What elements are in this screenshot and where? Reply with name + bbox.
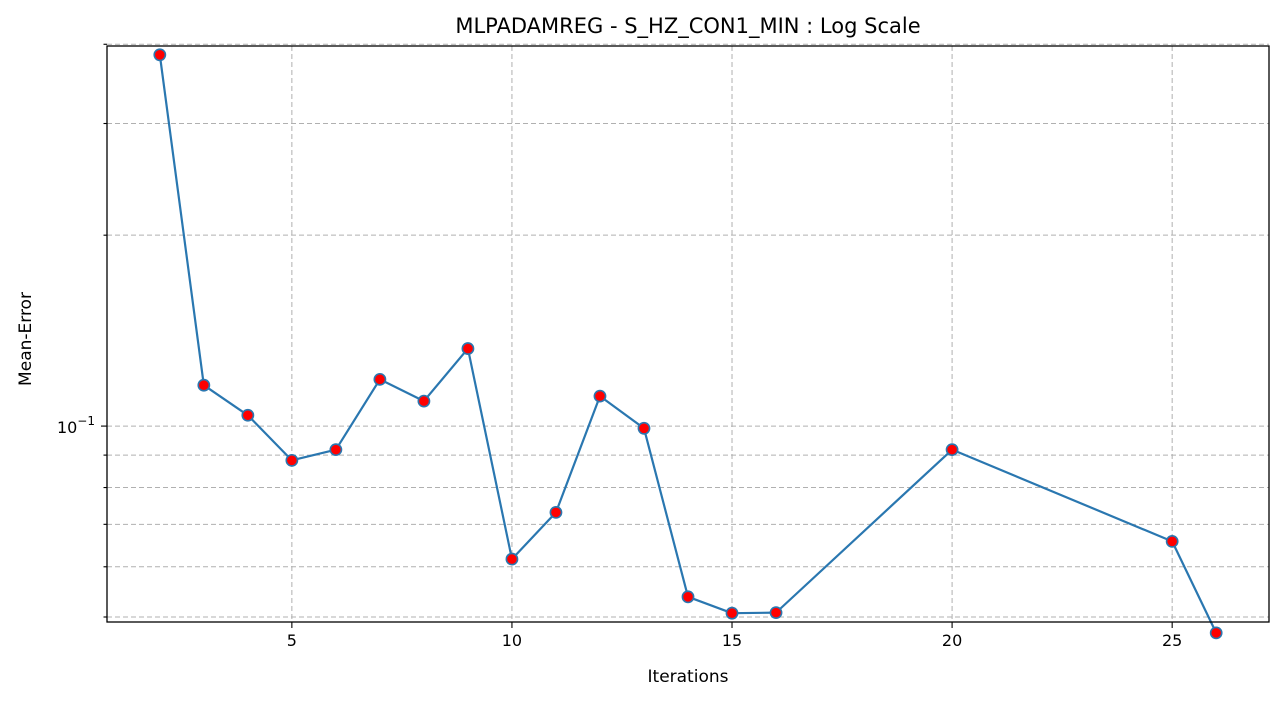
data-point xyxy=(285,453,299,467)
data-point xyxy=(681,590,695,604)
grid xyxy=(107,43,1269,622)
y-axis-label: Mean-Error xyxy=(16,292,36,386)
data-point xyxy=(461,342,475,355)
data-point xyxy=(945,443,959,457)
chart-title: MLPADAMREG - S_HZ_CON1_MIN : Log Scale xyxy=(455,14,920,39)
x-tick-label: 15 xyxy=(722,631,742,650)
data-point xyxy=(373,372,387,386)
series-line xyxy=(158,54,1218,634)
data-point xyxy=(329,443,343,457)
data-point xyxy=(197,378,211,392)
series-layer xyxy=(153,48,1223,640)
y-tick-exponent: −1 xyxy=(77,414,95,428)
data-point xyxy=(417,394,431,408)
data-point xyxy=(725,606,739,620)
data-point xyxy=(549,505,563,519)
data-point xyxy=(769,606,783,620)
x-tick-label: 20 xyxy=(942,631,962,650)
data-point xyxy=(1165,534,1179,548)
data-point xyxy=(593,389,607,403)
data-point xyxy=(505,552,519,566)
y-tick-base: 10 xyxy=(57,418,77,437)
data-point xyxy=(241,408,255,422)
y-tick-label: 10−1 xyxy=(57,414,95,437)
x-tick-label: 10 xyxy=(502,631,522,650)
x-tick-label: 25 xyxy=(1162,631,1182,650)
data-point xyxy=(153,48,167,62)
data-point xyxy=(1209,626,1223,640)
x-axis-label: Iterations xyxy=(648,667,729,687)
plot-frame xyxy=(106,45,1270,623)
x-tick-label: 5 xyxy=(287,631,297,650)
data-point xyxy=(637,421,651,435)
